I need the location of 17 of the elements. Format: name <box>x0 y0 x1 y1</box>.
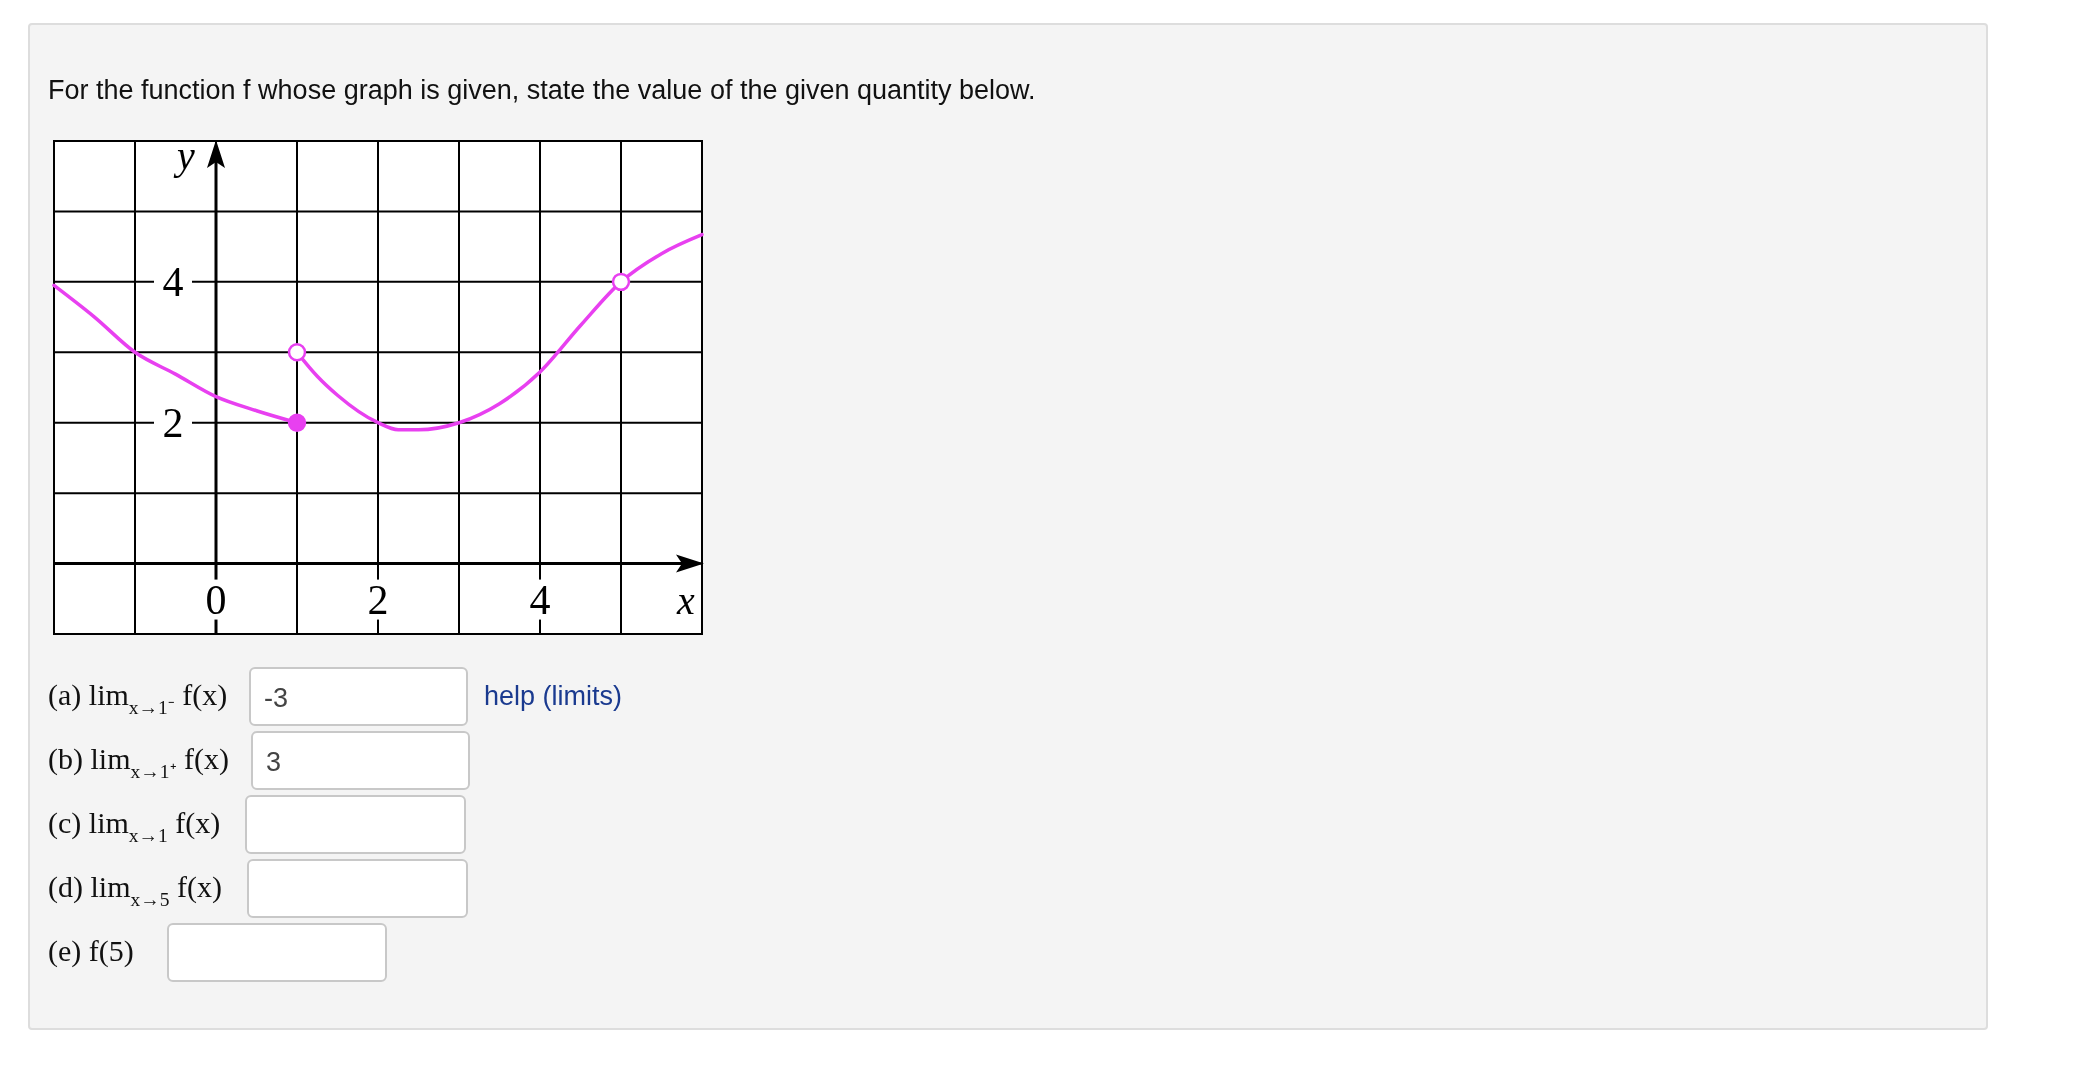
text: (a) lim$_{x→1⁻}$ f(x) <box>48 678 228 718</box>
text: (d) lim$_{x→5}$ f(x) <box>48 870 222 910</box>
text: (e) f(5) <box>48 934 134 968</box>
point <box>611 272 631 292</box>
x-tick-label: 2 <box>367 576 389 623</box>
text: (c) lim$_{x→1}$ f(x) <box>48 806 221 846</box>
x-tick-label: 4 <box>529 576 551 623</box>
text: 3 <box>266 747 282 777</box>
chart-title: For the function f whose graph is given, state the value of the given quantity below. <box>48 75 1036 105</box>
text: (b) lim$_{x→1⁺}$ f(x) <box>48 742 229 782</box>
y-axis-title: y <box>173 133 196 178</box>
x-tick-label: 0 <box>205 576 227 623</box>
text: -3 <box>264 683 289 713</box>
point <box>287 413 307 432</box>
point <box>287 343 307 362</box>
x-axis-title: x <box>676 577 696 623</box>
text: help (limits) <box>484 681 623 711</box>
